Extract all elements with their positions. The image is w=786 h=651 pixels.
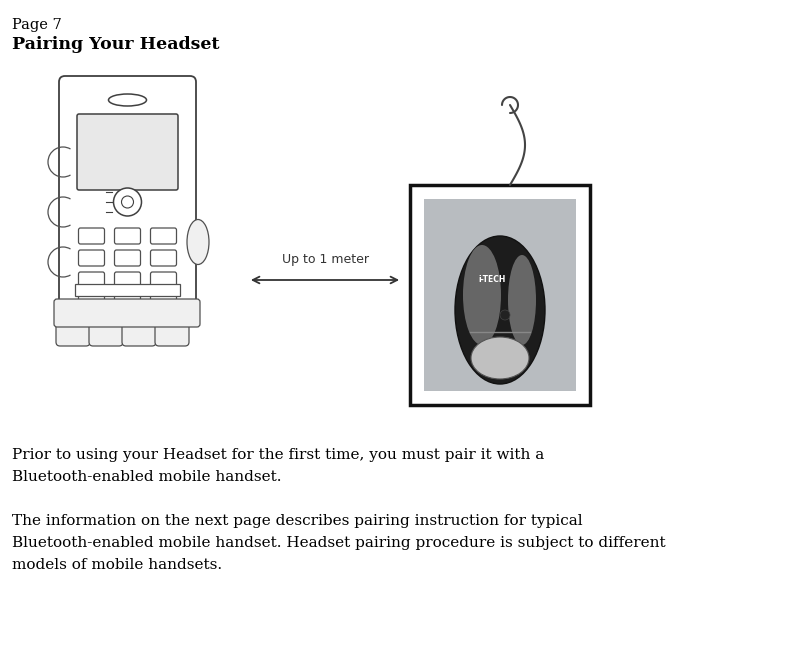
- FancyBboxPatch shape: [115, 272, 141, 288]
- FancyBboxPatch shape: [155, 300, 189, 346]
- Circle shape: [122, 196, 134, 208]
- FancyBboxPatch shape: [54, 299, 200, 327]
- Ellipse shape: [508, 255, 536, 345]
- Ellipse shape: [471, 337, 529, 379]
- FancyBboxPatch shape: [115, 250, 141, 266]
- Text: Bluetooth-enabled mobile handset. Headset pairing procedure is subject to differ: Bluetooth-enabled mobile handset. Headse…: [12, 536, 666, 550]
- Text: models of mobile handsets.: models of mobile handsets.: [12, 558, 222, 572]
- FancyBboxPatch shape: [79, 272, 105, 288]
- FancyBboxPatch shape: [79, 294, 105, 310]
- FancyBboxPatch shape: [59, 76, 196, 308]
- FancyBboxPatch shape: [150, 250, 177, 266]
- FancyBboxPatch shape: [122, 300, 156, 346]
- Bar: [424, 199, 576, 391]
- Ellipse shape: [108, 94, 146, 106]
- FancyBboxPatch shape: [77, 114, 178, 190]
- Bar: [75, 284, 180, 296]
- FancyBboxPatch shape: [79, 228, 105, 244]
- Text: Bluetooth-enabled mobile handset.: Bluetooth-enabled mobile handset.: [12, 470, 281, 484]
- Text: Up to 1 meter: Up to 1 meter: [281, 253, 369, 266]
- Ellipse shape: [187, 219, 209, 264]
- Circle shape: [113, 188, 141, 216]
- Text: Prior to using your Headset for the first time, you must pair it with a: Prior to using your Headset for the firs…: [12, 448, 544, 462]
- FancyBboxPatch shape: [115, 228, 141, 244]
- FancyBboxPatch shape: [89, 300, 123, 346]
- Text: Pairing Your Headset: Pairing Your Headset: [12, 36, 219, 53]
- Bar: [410, 185, 590, 405]
- Text: i-TECH: i-TECH: [479, 275, 505, 284]
- FancyBboxPatch shape: [150, 272, 177, 288]
- FancyBboxPatch shape: [150, 228, 177, 244]
- Circle shape: [500, 310, 510, 320]
- Ellipse shape: [463, 245, 501, 345]
- FancyBboxPatch shape: [150, 294, 177, 310]
- Text: The information on the next page describes pairing instruction for typical: The information on the next page describ…: [12, 514, 582, 528]
- Text: Page 7: Page 7: [12, 18, 62, 32]
- Ellipse shape: [455, 236, 545, 384]
- FancyBboxPatch shape: [79, 250, 105, 266]
- FancyBboxPatch shape: [56, 300, 90, 346]
- FancyBboxPatch shape: [115, 294, 141, 310]
